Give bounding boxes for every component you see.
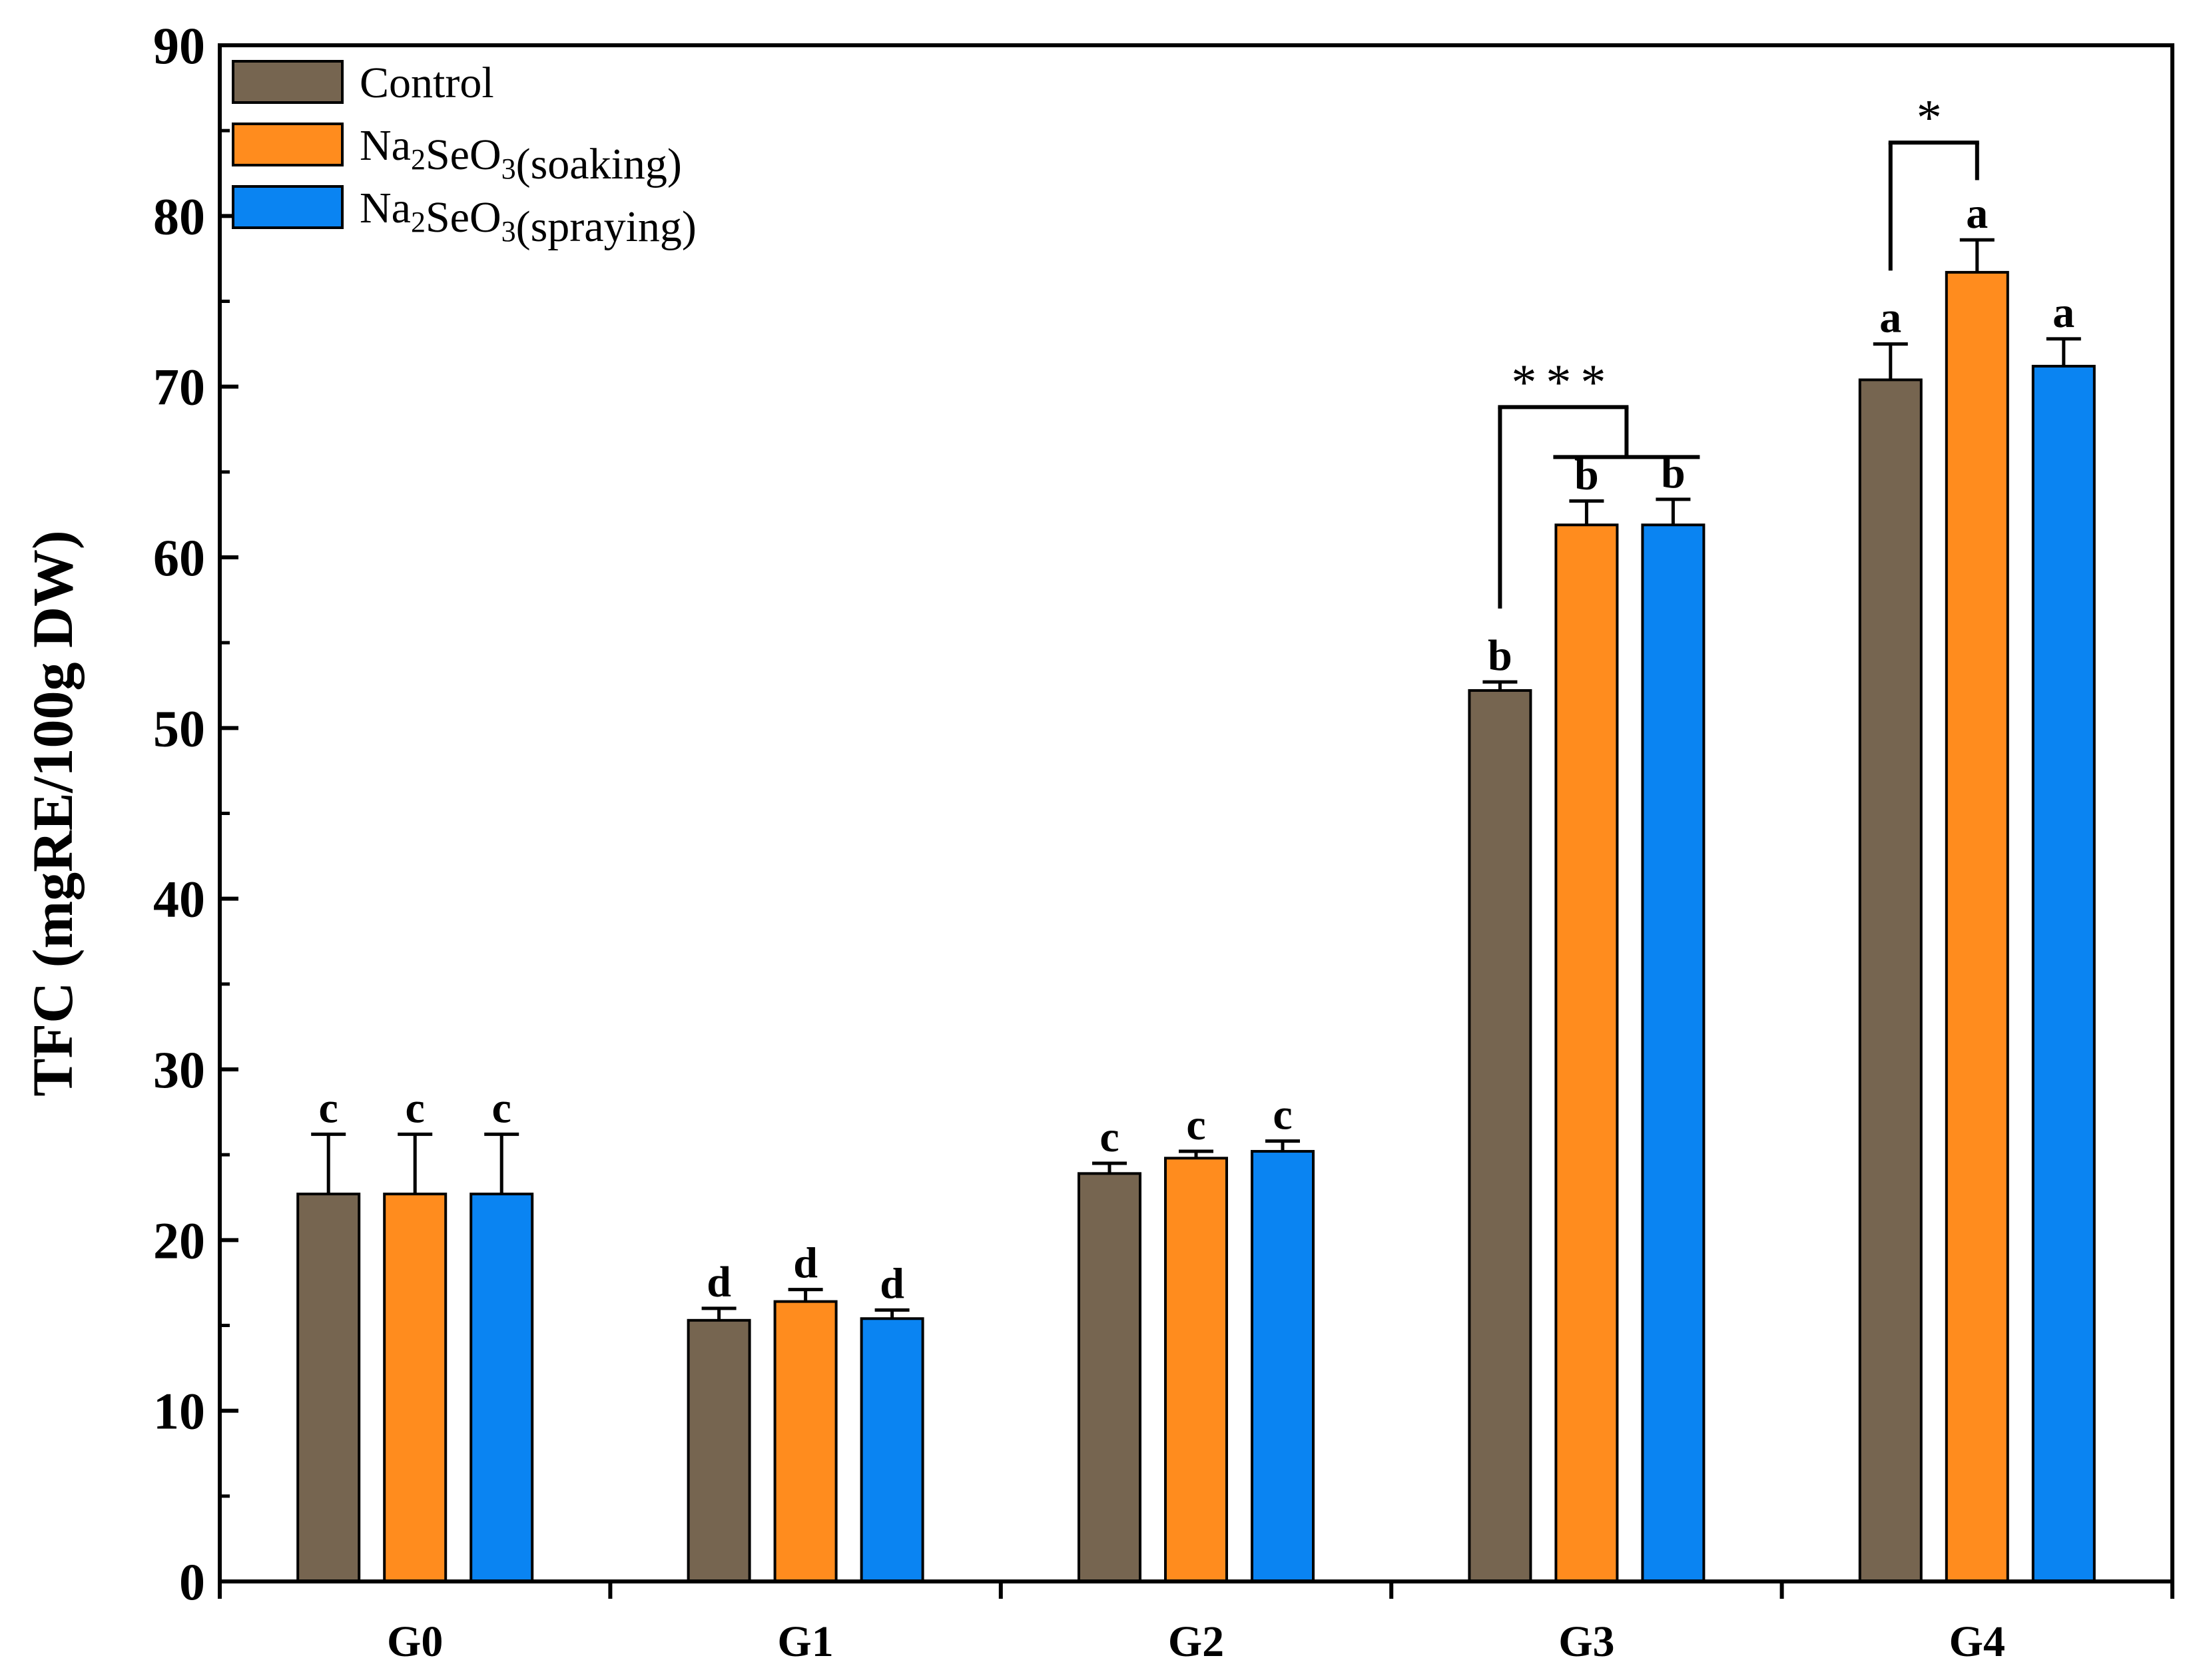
y-tick-label: 80 — [153, 187, 205, 245]
x-tick-label: G3 — [1558, 1617, 1614, 1666]
legend-swatch-0 — [232, 60, 344, 104]
bar-g0-series-2 — [470, 1193, 534, 1583]
significance-letter: c — [1273, 1091, 1292, 1139]
legend-swatch-1 — [232, 123, 344, 166]
bar-g1-series-2 — [860, 1317, 924, 1583]
y-tick-label: 50 — [153, 699, 205, 757]
y-tick-label: 30 — [153, 1041, 205, 1099]
significance-letter: a — [1966, 189, 1988, 238]
significance-letter: c — [319, 1083, 338, 1132]
bar-g3-series-2 — [1641, 523, 1706, 1583]
significance-stars: *** — [1511, 354, 1615, 410]
legend-label-0: Control — [360, 59, 494, 107]
bar-g0-series-0 — [296, 1193, 361, 1583]
legend-label-part: (soaking) — [516, 140, 682, 188]
bar-g4-series-1 — [1945, 270, 2009, 1583]
legend-label-part: Na — [360, 184, 411, 232]
significance-letter: a — [1879, 294, 1901, 342]
significance-letter: c — [406, 1083, 425, 1132]
legend-label-part: (spraying) — [516, 202, 697, 251]
legend-label-1: Na2SeO3(soaking) — [360, 121, 682, 188]
significance-stars: * — [1917, 90, 1951, 146]
axes-layer: 0 10 20 30 40 50 60 70 80 90 G0 G1 G2 G3 G4 TFC (mgRE/1… — [21, 17, 2174, 1666]
legend-label-part: Na — [360, 121, 411, 170]
y-tick-label: 60 — [153, 529, 205, 587]
y-tick-label: 70 — [153, 358, 205, 416]
legend-label-part: 3 — [501, 215, 516, 248]
significance-letter: c — [492, 1083, 511, 1132]
legend-label-part: SeO — [426, 131, 501, 179]
significance-letter: c — [1099, 1113, 1119, 1161]
x-tick-label: G4 — [1949, 1617, 2005, 1666]
legend-label-part: 2 — [411, 143, 426, 176]
significance-letter: a — [2052, 288, 2074, 337]
significance-letter: d — [880, 1259, 904, 1308]
y-axis-title: TFC (mgRE/100g DW) — [21, 530, 85, 1096]
significance-letter: c — [1186, 1101, 1205, 1149]
y-tick-label: 20 — [153, 1211, 205, 1269]
annotations: **** — [1498, 90, 1979, 609]
x-tick-label: G0 — [387, 1617, 443, 1666]
significance-letter: d — [793, 1239, 818, 1288]
bar-g4-series-2 — [2031, 364, 2096, 1583]
bar-g2-series-0 — [1078, 1172, 1141, 1583]
x-tick-label: G1 — [777, 1617, 833, 1666]
y-tick-label: 0 — [179, 1553, 205, 1611]
bar-g1-series-0 — [687, 1318, 751, 1583]
y-tick-label: 40 — [153, 870, 205, 928]
y-tick-label: 90 — [153, 17, 205, 75]
legend-swatch-2 — [232, 185, 344, 229]
legend-label-part: 3 — [501, 152, 516, 185]
legend-label-2: Na2SeO3(spraying) — [360, 184, 697, 251]
bar-g2-series-1 — [1164, 1157, 1228, 1583]
legend-label-part: SeO — [426, 193, 501, 242]
legend-label-part: 2 — [411, 206, 426, 238]
significance-letter: d — [707, 1258, 731, 1306]
legend-label-part: Control — [360, 59, 494, 107]
bar-g4-series-0 — [1858, 378, 1923, 1583]
bar-g1-series-1 — [773, 1300, 838, 1583]
bar-g0-series-1 — [383, 1193, 448, 1583]
bar-g3-series-1 — [1554, 523, 1619, 1583]
y-tick-label: 10 — [153, 1382, 205, 1440]
bar-g3-series-0 — [1468, 689, 1532, 1583]
x-tick-label: G2 — [1168, 1617, 1224, 1666]
significance-letter: b — [1488, 631, 1512, 680]
bar-g2-series-2 — [1251, 1150, 1315, 1583]
